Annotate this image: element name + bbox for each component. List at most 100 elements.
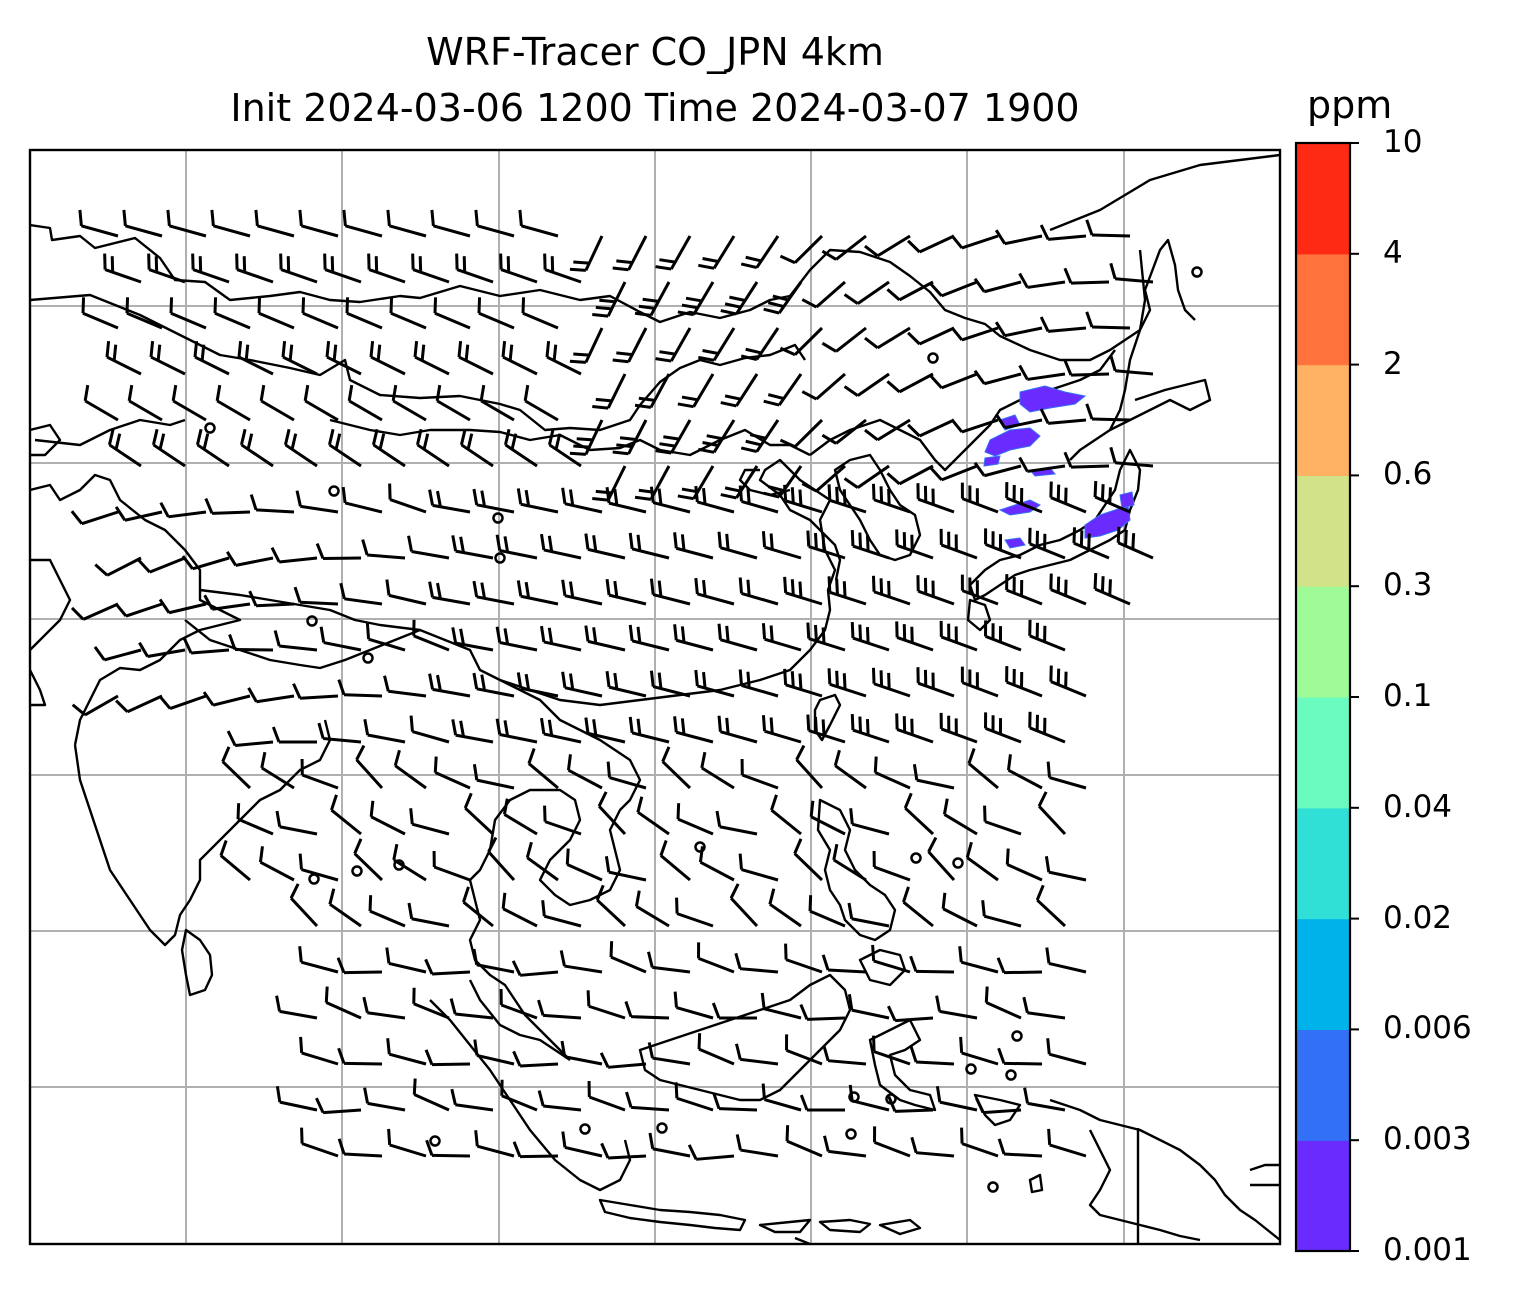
wind-barb [694,485,735,514]
wind-barb [337,1138,383,1158]
wind-barb [137,556,186,574]
coastline-lesser-sunda [758,1218,922,1244]
wind-barb [1046,1038,1087,1066]
wind-barb [847,902,890,928]
colorbar [1294,141,1359,1253]
wind-barb [717,715,758,744]
colorbar-tick-label: 0.006 [1383,1010,1472,1047]
wind-barb [433,756,471,790]
wind-barb [735,1134,779,1158]
wind-barb [994,321,1043,338]
wind-barb [895,529,934,560]
wind-barb [935,995,978,1020]
colorbar-bin [1296,918,1350,1030]
wind-barb [501,340,538,376]
coastline-new-guinea [1049,1098,1280,1241]
wind-barb [609,941,647,974]
colorbar-bin [1296,1029,1350,1141]
wind-barb [996,957,1043,975]
wind-barb [451,627,494,652]
colorbar-tick-label: 10 [1383,124,1423,160]
wind-barb [712,1093,758,1112]
wind-barb [697,942,735,974]
wind-barb [770,794,802,836]
coastline-iran [30,473,242,746]
wind-barb [1018,456,1066,473]
wind-barb [292,683,339,700]
wind-barb [871,483,911,514]
wind-barb [512,1050,559,1068]
wind-barb [997,1138,1043,1158]
wind-barb [929,372,978,390]
wind-barb [235,253,274,284]
wind-barb [779,234,824,265]
wind-barb [428,489,471,514]
wind-barb [833,749,867,790]
wind-barb [226,730,274,747]
wind-barb [319,626,362,652]
wind-barb [301,297,339,330]
wind-barb [612,327,648,364]
wind-barb [647,1042,691,1066]
wind-barb [389,297,427,330]
wind-barb [166,209,207,238]
wind-barb [474,1130,515,1158]
wind-barb [973,277,1022,294]
colorbar-bin [1296,586,1350,698]
wind-barb [455,253,494,284]
coastline-india [73,719,332,947]
wind-barb [981,900,1022,928]
wind-barb [886,372,934,394]
wind-barb [412,987,450,1020]
colorbar-tick-label: 0.04 [1383,788,1453,825]
wind-barb [783,576,823,606]
calm-wind-marker [927,352,939,364]
wind-barb [605,579,647,606]
wind-barb [1005,482,1043,514]
wind-barb [495,534,538,560]
wind-barb [115,694,163,714]
wind-barb [606,761,647,790]
wind-barb [761,715,802,744]
wind-barb [271,726,318,744]
wind-barb [430,209,471,238]
wind-barb [391,384,427,422]
wind-barb [649,578,691,606]
wind-barb [673,991,714,1020]
calm-wind-marker [987,1181,999,1193]
colorbar-unit: ppm [1307,83,1393,127]
wind-barb [94,556,142,577]
wind-barb [537,1090,582,1112]
wind-barb [569,235,604,272]
tracer-plume [1019,385,1087,413]
wind-barb [673,532,714,560]
wind-barb [315,543,362,560]
wind-barb [761,1083,802,1112]
wind-barb [424,958,471,976]
wind-barb [604,856,647,882]
wind-barb [195,428,230,468]
coastline-srilanka [180,928,214,997]
wind-barb [1072,527,1110,560]
wind-barb [539,625,582,652]
wind-barb [1049,481,1087,514]
wind-barb [1093,480,1131,514]
wind-barb [735,1043,779,1066]
wind-barb [169,297,207,330]
wind-barb [114,506,163,522]
wind-barb [386,1038,427,1066]
wind-barb [518,209,559,238]
wind-barb [473,1039,515,1066]
wind-barb [363,718,406,744]
wind-barb [634,890,670,928]
wind-barb [363,1087,406,1112]
wind-barb [939,620,978,652]
wind-barb [850,621,890,652]
wind-barb [193,340,230,376]
wind-barb [392,843,427,882]
wind-barb [584,717,626,744]
wind-barb [428,673,471,698]
wind-barb [463,792,495,836]
calm-wind-marker [694,841,706,853]
